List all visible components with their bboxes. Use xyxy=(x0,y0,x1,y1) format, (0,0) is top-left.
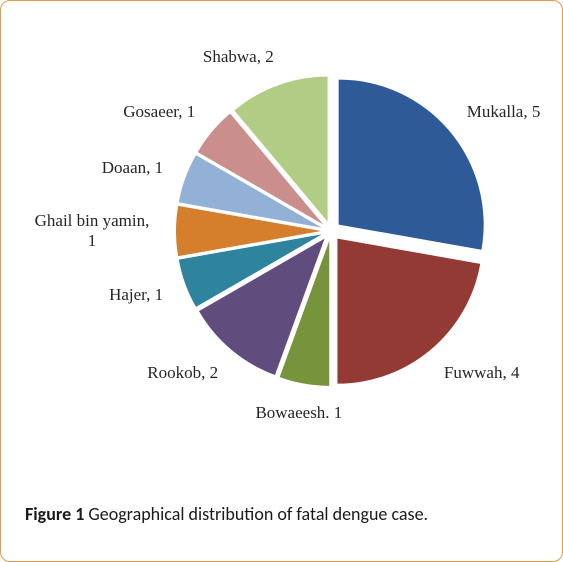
slice-label: Fuwwah, 4 xyxy=(444,363,520,383)
pie-slice xyxy=(339,80,484,250)
slice-label: Doaan, 1 xyxy=(102,158,163,178)
slice-label: Ghail bin yamin,1 xyxy=(32,211,152,250)
slice-label: Mukalla, 5 xyxy=(467,102,541,122)
figure-caption: Figure 1 Geographical distribution of fa… xyxy=(25,503,428,525)
pie-slice xyxy=(337,239,480,384)
slice-label: Bowaeesh. 1 xyxy=(255,403,342,423)
pie-chart: Mukalla, 5 Fuwwah, 4 Bowaeesh. 1 Rookob, 2 H… xyxy=(1,1,563,471)
caption-text: Geographical distribution of fatal dengu… xyxy=(84,503,428,525)
slice-label: Gosaeer, 1 xyxy=(123,102,195,122)
slice-label: Rookob, 2 xyxy=(147,363,218,383)
slice-label: Shabwa, 2 xyxy=(203,47,274,67)
figure-frame: Mukalla, 5 Fuwwah, 4 Bowaeesh. 1 Rookob, 2 H… xyxy=(0,0,563,562)
caption-prefix: Figure 1 xyxy=(25,503,84,525)
slice-label: Hajer, 1 xyxy=(109,285,163,305)
